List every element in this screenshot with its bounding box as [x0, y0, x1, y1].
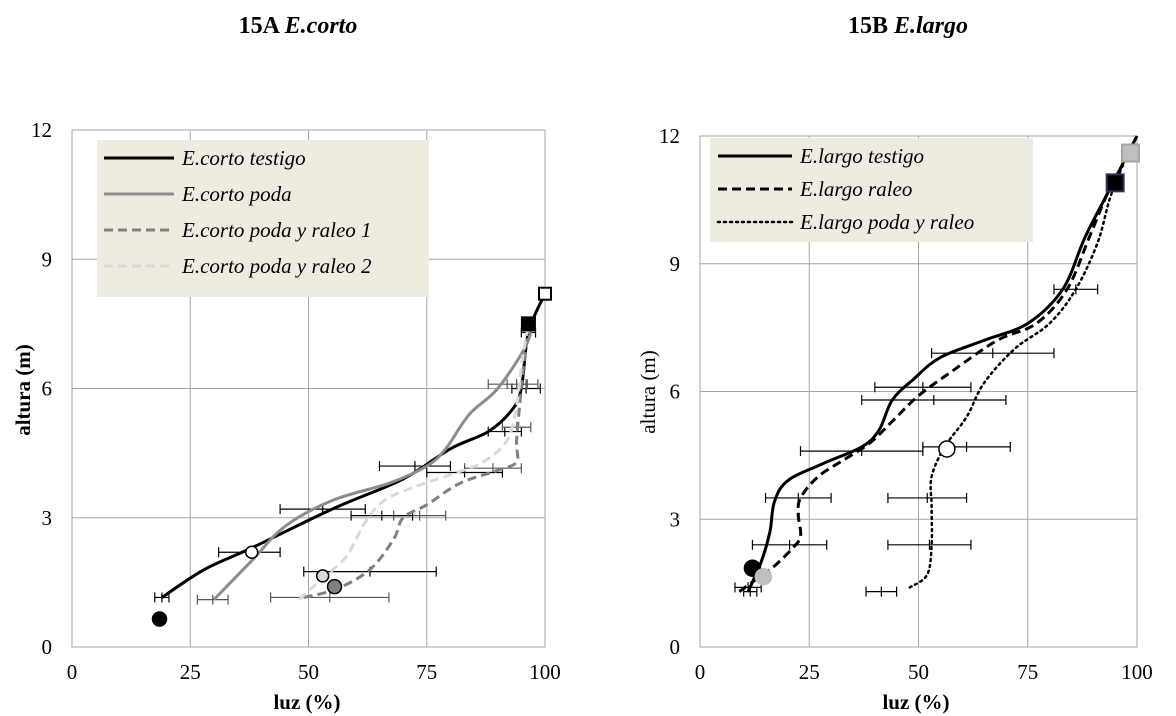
chart-15a-legend-box	[97, 140, 429, 297]
chart-15a-square-marker	[538, 286, 552, 301]
chart-15a-y-tick-label: 12	[31, 118, 52, 142]
chart-15b-error-bar	[887, 539, 972, 550]
chart-15a-x-tick-label: 75	[416, 660, 437, 684]
chart-15b-ticks: 0 25 50 75 100 0 3 6 9 12	[659, 124, 1153, 684]
chart-15a-legend-label: E.corto testigo	[181, 146, 306, 170]
chart-15b-x-tick-label: 0	[695, 660, 706, 684]
chart-15a-legend-label: E.corto poda y raleo 1	[181, 218, 372, 242]
chart-15b-x-tick-label: 25	[799, 660, 820, 684]
chart-15a-x-tick-label: 100	[529, 660, 561, 684]
chart-15a-error-bars	[154, 327, 541, 605]
chart-15a-x-tick-label: 25	[180, 660, 201, 684]
chart-15a: 15A E.corto 0 25 50 75 100 0 3 6 9 12 luz (%) alt…	[11, 13, 561, 714]
chart-15b-title: 15B E.largo	[848, 13, 968, 39]
chart-15b-square-marker	[1120, 143, 1140, 163]
chart-15b-y-tick-label: 0	[670, 635, 681, 659]
chart-15b-error-bar	[887, 492, 968, 503]
chart-15a-error-bar	[196, 594, 229, 605]
chart-15a-circle-marker	[244, 545, 259, 559]
chart-15b-x-axis-label: luz (%)	[882, 690, 949, 714]
chart-15a-y-tick-label: 6	[42, 377, 53, 401]
chart-15b-series-line-3	[908, 134, 1139, 589]
chart-15b-error-bar	[922, 441, 1011, 452]
chart-15a-series-line-4	[297, 319, 533, 601]
chart-15b-legend: E.largo testigo E.largo raleo E.largo poda…	[710, 138, 1033, 242]
chart-15a-x-tick-label: 50	[298, 660, 319, 684]
chart-15b-square-marker	[1105, 173, 1125, 193]
chart-15b-y-axis-label: altura (m)	[636, 350, 660, 433]
chart-15b-markers	[743, 143, 1140, 586]
chart-15a-series-line-1	[161, 293, 547, 599]
chart-15a-title: 15A E.corto	[239, 13, 358, 39]
chart-15b-x-tick-label: 100	[1121, 660, 1153, 684]
chart-15b-y-tick-label: 6	[670, 380, 681, 404]
chart-15b-title-species: E.largo	[893, 13, 968, 39]
chart-15b-plot-frame	[699, 135, 1138, 648]
chart-15b: 15B E.largo 0 25 50 75 100 0 3 6 9 12 luz (%) alt…	[636, 13, 1153, 714]
chart-15a-y-tick-label: 3	[42, 506, 53, 530]
chart-15b-x-tick-label: 75	[1017, 660, 1038, 684]
chart-15a-series-line-2	[212, 319, 535, 601]
chart-15a-error-bar	[270, 592, 390, 603]
chart-15b-y-tick-label: 12	[659, 124, 680, 148]
chart-15b-x-tick-label: 50	[908, 660, 929, 684]
chart-15a-circle-marker	[151, 611, 168, 627]
chart-15b-title-prefix: 15B	[848, 13, 888, 39]
chart-15a-square-marker	[520, 316, 536, 332]
chart-15a-title-species: E.corto	[284, 13, 358, 39]
chart-15b-error-bar	[865, 586, 898, 597]
chart-15b-series-line-2	[738, 177, 1117, 593]
chart-15a-y-axis-label: altura (m)	[11, 344, 35, 436]
chart-15b-y-tick-label: 3	[670, 507, 681, 531]
chart-15a-circle-marker	[315, 569, 330, 583]
chart-15a-markers	[151, 286, 552, 627]
chart-15a-circle-marker	[326, 578, 343, 595]
chart-15b-legend-label: E.largo raleo	[799, 177, 912, 201]
chart-15b-series-lines	[738, 134, 1139, 593]
chart-15a-title-prefix: 15A	[239, 13, 281, 39]
chart-15b-error-bar	[751, 539, 828, 550]
chart-15a-x-tick-label: 0	[67, 660, 78, 684]
chart-15a-legend: E.corto testigo E.corto poda E.corto poda …	[97, 140, 429, 297]
chart-15b-y-tick-label: 9	[670, 252, 681, 276]
chart-15a-series-lines	[161, 293, 547, 601]
chart-15a-plot-frame	[71, 129, 546, 648]
chart-15a-ticks: 0 25 50 75 100 0 3 6 9 12	[31, 118, 561, 684]
chart-15b-legend-label: E.largo testigo	[799, 144, 924, 168]
chart-15a-x-axis-label: luz (%)	[273, 690, 340, 714]
chart-15b-circle-marker	[938, 440, 956, 458]
chart-15a-error-bar	[378, 461, 451, 472]
chart-15a-y-tick-label: 0	[42, 635, 53, 659]
chart-15a-series-line-3	[303, 319, 533, 599]
chart-15b-series-line-1	[746, 135, 1139, 593]
chart-15a-legend-label: E.corto poda	[181, 182, 292, 206]
chart-15a-y-tick-label: 9	[42, 247, 53, 271]
chart-15a-legend-label: E.corto poda y raleo 2	[181, 254, 372, 278]
chart-15b-grid	[699, 135, 1138, 648]
chart-15b-error-bars	[734, 284, 1099, 597]
chart-15b-error-bar	[861, 395, 1007, 406]
chart-15b-circle-marker	[754, 567, 773, 586]
chart-15b-legend-label: E.largo poda y raleo	[799, 210, 974, 234]
